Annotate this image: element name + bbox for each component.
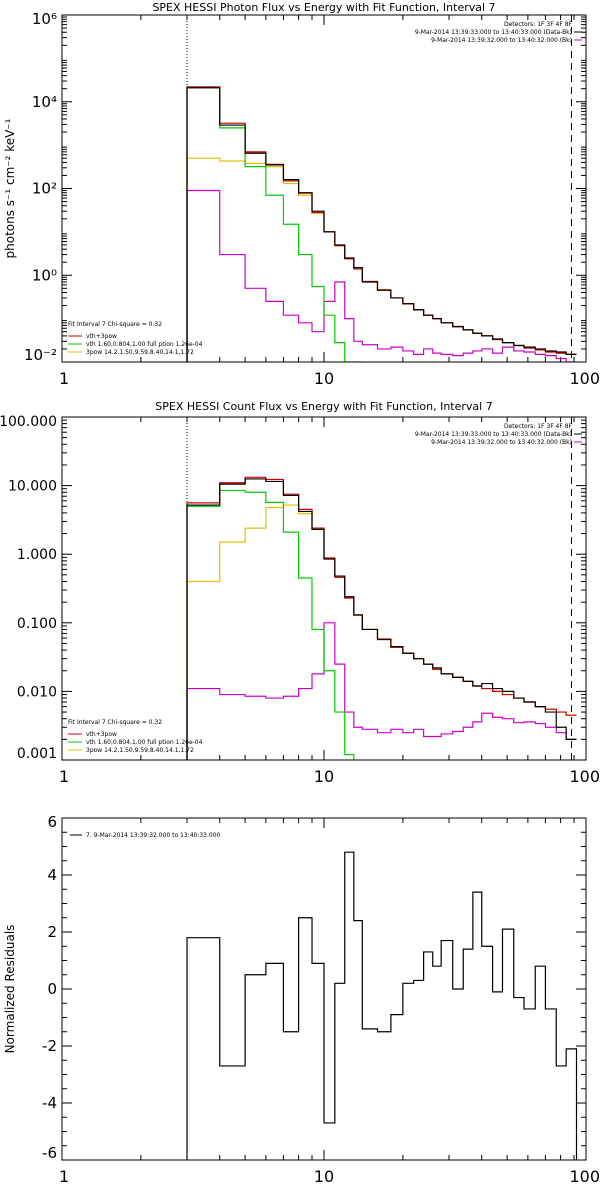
y-tick-label: 0.010: [17, 684, 57, 700]
y-tick-label: 10⁰: [32, 266, 57, 284]
x-tick-label: 100: [569, 369, 600, 388]
photon-series-group: [186, 86, 577, 362]
x-tick-label: 1: [59, 1167, 69, 1186]
y-tick-label: 4: [47, 866, 57, 884]
count-chart: SPEX HESSI Count Flux vs Energy with Fit…: [0, 400, 600, 786]
residuals-series-group: [186, 851, 578, 1160]
y-tick-label: 0: [47, 980, 57, 998]
y-axis-label: Normalized Residuals: [3, 925, 17, 1054]
y-tick-label: 10⁶: [32, 10, 57, 28]
y-tick-label: 10²: [32, 180, 57, 198]
photon-chart: SPEX HESSI Photon Flux vs Energy with Fi…: [3, 1, 600, 388]
info-line: 9-Mar-2014 13:39:32.000 to 13:40:32.000 …: [431, 439, 572, 446]
plot-frame: [61, 817, 587, 1161]
info-line: Detectors: 1F 3F 4F 8F: [504, 21, 573, 28]
fit-legend-header: Fit Interval 7 Chi-square = 0.32: [68, 321, 162, 328]
x-tick-label: 100: [569, 1167, 600, 1186]
series-data-bk: [186, 478, 577, 760]
y-axis-label: photons s⁻¹ cm⁻² keV⁻¹: [3, 118, 17, 258]
y-tick-label: 2: [47, 923, 57, 941]
chart-title: SPEX HESSI Count Flux vs Energy with Fit…: [155, 400, 492, 413]
series-bk: [186, 189, 577, 362]
plot-frame: [61, 416, 587, 761]
x-tick-label: 10: [314, 1167, 334, 1186]
series-bk: [186, 622, 577, 760]
x-tick-label: 1: [59, 767, 69, 786]
fit-legend-entry: vth+3pow: [86, 333, 117, 340]
series-data-bk: [186, 87, 577, 362]
y-tick-label: 10⁻²: [24, 346, 57, 364]
y-tick-label: 10.000: [8, 479, 57, 495]
info-line: 9-Mar-2014 13:39:33.000 to 13:40:33.000 …: [415, 29, 572, 36]
fit-legend-entry: vth 1.60,0.804,1.00 full ption 1.26e-04: [86, 739, 203, 746]
x-tick-label: 1: [59, 369, 69, 388]
x-tick-label: 10: [314, 369, 334, 388]
fit-legend-entry: vth 1.60,0.804,1.00 full ption 1.26e-04: [86, 341, 203, 348]
info-line: 9-Mar-2014 13:39:32.000 to 13:40:32.000 …: [431, 37, 572, 44]
residuals-chart: Normalized Residuals 1 10 100 -6 -4 -2 0 2 4 6 7. 9…: [3, 813, 600, 1186]
series-vth-3pow: [186, 476, 577, 760]
y-tick-label: -2: [42, 1037, 57, 1055]
x-tick-label: 100: [569, 767, 600, 786]
y-tick-label: 6: [47, 813, 57, 831]
fit-legend-header: Fit Interval 7 Chi-square = 0.32: [68, 719, 162, 726]
x-tick-label: 10: [314, 767, 334, 786]
y-tick-label: -6: [42, 1144, 57, 1162]
count-series-group: [186, 476, 577, 760]
fit-legend-entry: 3pow 14.2,1.50,9.59,8.40,14.1,1.72: [86, 747, 194, 754]
chart-title: SPEX HESSI Photon Flux vs Energy with Fi…: [152, 1, 495, 14]
series-vth: [186, 489, 355, 760]
series-vth: [186, 87, 363, 362]
fit-legend-entry: vth+3pow: [86, 731, 117, 738]
legend-entry: 7. 9-Mar-2014 13:39:32.000 to 13:40:33.0…: [86, 832, 221, 839]
plot-frame: [61, 14, 587, 363]
y-tick-label: 100.000: [0, 414, 57, 430]
y-tick-label: 0.100: [17, 616, 57, 632]
y-tick-label: 1.000: [17, 547, 57, 563]
series-7-9-mar-2014-13-39-32-000-to-13-40-33-000: [186, 851, 578, 1160]
fit-legend-entry: 3pow 14.2,1.50,9.59,8.40,14.1,1.72: [86, 349, 194, 356]
info-line: Detectors: 1F 3F 4F 8F: [504, 423, 573, 430]
info-line: 9-Mar-2014 13:39:33.000 to 13:40:33.000 …: [415, 431, 572, 438]
y-tick-label: 10⁴: [32, 93, 57, 111]
y-tick-label: -4: [42, 1094, 57, 1112]
series-3pow: [186, 504, 577, 760]
y-tick-label: 0.001: [17, 746, 57, 762]
